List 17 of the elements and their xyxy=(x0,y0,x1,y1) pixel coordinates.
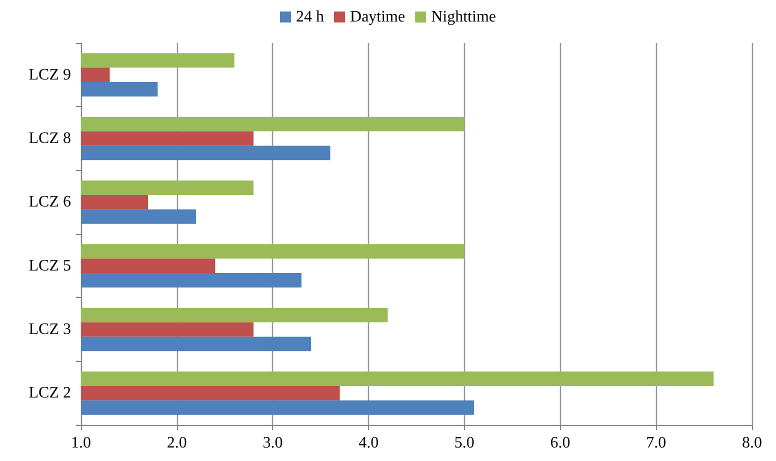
y-tick-label: LCZ 3 xyxy=(28,321,71,338)
x-tick-label: 5.0 xyxy=(454,434,474,452)
y-tick-label: LCZ 6 xyxy=(28,194,71,211)
x-tick-label: 8.0 xyxy=(742,434,762,452)
x-tick-label: 1.0 xyxy=(71,434,91,452)
x-tick-label: 2.0 xyxy=(166,434,187,452)
x-tick-label: 4.0 xyxy=(358,434,379,452)
y-tick-label: LCZ 5 xyxy=(28,257,71,274)
y-tick-label: LCZ 9 xyxy=(28,66,71,84)
x-tick-label: 7.0 xyxy=(646,434,666,452)
x-tick-label: 3.0 xyxy=(262,434,283,452)
y-tick-label: LCZ 8 xyxy=(28,130,71,147)
y-tick-label: LCZ 2 xyxy=(28,384,71,402)
legend-label: 24 h xyxy=(296,8,324,26)
x-tick-label: 6.0 xyxy=(550,434,570,452)
legend-label: Daytime xyxy=(350,8,406,26)
legend-label: Nighttime xyxy=(431,8,496,26)
